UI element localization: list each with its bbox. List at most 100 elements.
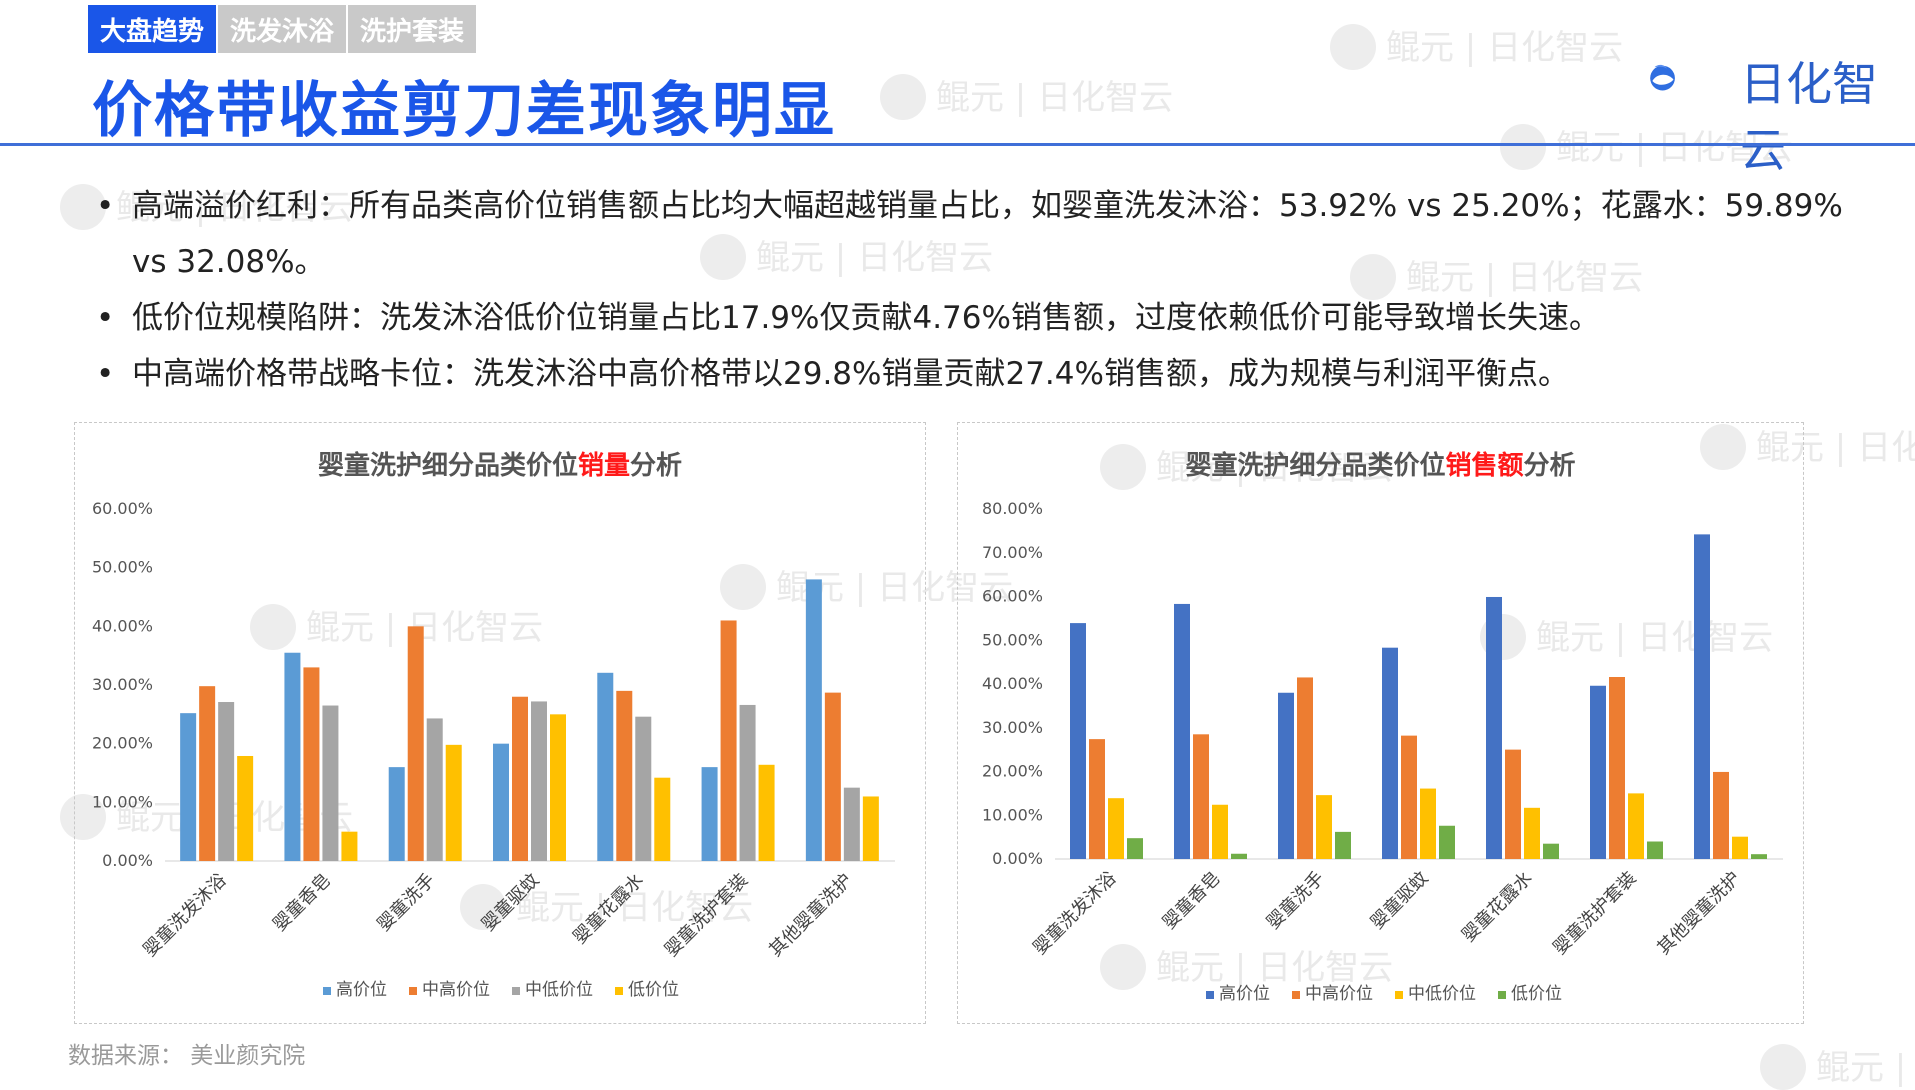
bar <box>426 718 443 861</box>
y-tick-label: 50.00% <box>92 558 153 577</box>
watermark-text: 鲲元 | 日化智云 <box>1536 618 1774 658</box>
x-tick-label: 婴童花露水 <box>569 870 647 948</box>
y-tick-label: 20.00% <box>982 762 1043 781</box>
top-tab-bar: 大盘趋势 洗发沐浴 洗护套装 <box>88 5 478 53</box>
bar <box>1278 692 1294 859</box>
whale-icon <box>1650 64 1675 91</box>
legend-label: 中高价位 <box>1305 984 1373 1004</box>
bar <box>284 652 301 861</box>
bar <box>805 579 822 861</box>
bullet-dot: • <box>96 300 115 336</box>
watermark-logo-icon <box>720 564 766 610</box>
bar <box>407 626 424 861</box>
x-tick-label: 婴童洗发沐浴 <box>139 870 230 961</box>
bar <box>720 620 737 861</box>
bar <box>512 696 528 861</box>
bar <box>1335 831 1351 859</box>
y-tick-label: 10.00% <box>92 792 153 811</box>
bar <box>550 714 566 861</box>
data-source-note: 数据来源： 美业颜究院 <box>68 1043 306 1069</box>
watermark-logo-icon <box>60 794 106 840</box>
bar <box>1628 793 1644 859</box>
tab-care-set[interactable]: 洗护套装 <box>348 5 477 53</box>
sales-revenue-bar-chart: 0.00% 10.00% 20.00% 30.00% 40.00% 50.00% 60.00… <box>982 499 1783 1004</box>
bar <box>824 692 841 861</box>
y-tick-label: 0.00% <box>102 851 153 870</box>
watermark-logo-icon <box>250 604 296 650</box>
bullet-dot: • <box>96 188 115 224</box>
watermark-logo-icon <box>60 184 106 230</box>
chart-title: 婴童洗护细分品类价位销售额分析 <box>958 445 1803 482</box>
bar <box>654 777 671 861</box>
bullet-list: • 高端溢价红利：所有品类高价位销售额占比均大幅超越销量占比，如婴童洗发沐浴：5… <box>96 178 1856 402</box>
y-tick-label: 30.00% <box>982 718 1043 737</box>
bar <box>303 667 320 861</box>
y-tick-label: 20.00% <box>92 734 153 753</box>
bar <box>531 701 547 861</box>
x-tick-label: 婴童洗手 <box>1263 868 1329 934</box>
bar <box>739 704 756 861</box>
legend-label: 高价位 <box>1219 984 1270 1004</box>
watermark-logo-icon <box>1100 444 1146 490</box>
legend-label: 低价位 <box>628 980 679 1000</box>
bullet-text: 低价位规模陷阱：洗发沐浴低价位销量占比17.9%仅贡献4.76%销售额，过度依赖… <box>132 300 1600 336</box>
sales-volume-chart-panel: 婴童洗护细分品类价位销量分析 0.00% 10.00% 20.00% 30.00% 40… <box>74 422 926 1024</box>
bar <box>1127 838 1143 859</box>
bar <box>1316 795 1332 859</box>
bar <box>1590 685 1606 859</box>
chart-title: 婴童洗护细分品类价位销量分析 <box>75 445 925 482</box>
y-tick-label: 10.00% <box>982 805 1043 824</box>
chart-title-prefix: 婴童洗护细分品类价位 <box>317 451 578 481</box>
header-divider <box>0 143 1915 146</box>
bullet-text: 中高端价格带战略卡位：洗发沐浴中高价格带以29.8%销量贡献27.4%销售额，成… <box>132 356 1569 392</box>
watermark-text: 鲲元 | 日化智云 <box>516 888 754 928</box>
watermark-text: 鲲元 | 日化智云 <box>1156 948 1394 988</box>
page-title: 价格带收益剪刀差现象明显 <box>92 76 836 146</box>
bar <box>616 690 633 861</box>
y-tick-label: 30.00% <box>92 675 153 694</box>
bar <box>341 831 358 861</box>
bar <box>1108 798 1124 859</box>
bar <box>1609 677 1625 859</box>
bar <box>1732 836 1748 859</box>
tab-market-trend[interactable]: 大盘趋势 <box>88 5 217 53</box>
bar <box>1401 735 1417 859</box>
watermark-logo-icon <box>700 234 746 280</box>
legend-swatch <box>323 987 331 995</box>
x-tick-label: 婴童花露水 <box>1458 868 1536 946</box>
bar <box>180 713 197 861</box>
bullet-item: • 低价位规模陷阱：洗发沐浴低价位销量占比17.9%仅贡献4.76%销售额，过度… <box>96 290 1856 346</box>
bar <box>862 796 879 861</box>
bar <box>445 744 462 861</box>
sales-volume-bar-chart: 0.00% 10.00% 20.00% 30.00% 40.00% 50.00% 60.00… <box>92 499 895 1000</box>
watermark-logo-icon <box>1100 944 1146 990</box>
chart-title-prefix: 婴童洗护细分品类价位 <box>1185 451 1446 481</box>
y-tick-label: 40.00% <box>982 674 1043 693</box>
y-tick-label: 40.00% <box>92 616 153 635</box>
legend-swatch <box>615 987 623 995</box>
watermark-text: 鲲元 | 日化智云 <box>1156 448 1394 488</box>
bar <box>1439 825 1455 859</box>
bar <box>1212 804 1228 859</box>
watermark-logo-icon <box>1330 24 1376 70</box>
legend-swatch <box>1395 991 1403 999</box>
watermark-text: 鲲元 | 日化智云 <box>1556 128 1794 168</box>
bullet-dot: • <box>96 356 115 392</box>
bar <box>1420 788 1436 859</box>
bar <box>1382 647 1398 859</box>
chart-title-suffix: 分析 <box>1523 451 1576 481</box>
watermark-text: 鲲元 | 日化智云 <box>1386 28 1624 68</box>
tab-shampoo-bath[interactable]: 洗发沐浴 <box>218 5 347 53</box>
legend-label: 中低价位 <box>1408 984 1476 1004</box>
watermark-logo-icon <box>460 884 506 930</box>
watermark-logo-icon <box>1500 124 1546 170</box>
bar <box>635 716 652 861</box>
legend-label: 高价位 <box>336 980 387 1000</box>
y-tick-label: 60.00% <box>92 499 153 518</box>
bar <box>1543 843 1559 859</box>
bar <box>1297 677 1313 859</box>
legend-swatch <box>512 987 520 995</box>
legend-swatch <box>409 987 417 995</box>
bar <box>1193 734 1209 859</box>
y-tick-label: 70.00% <box>982 543 1043 562</box>
